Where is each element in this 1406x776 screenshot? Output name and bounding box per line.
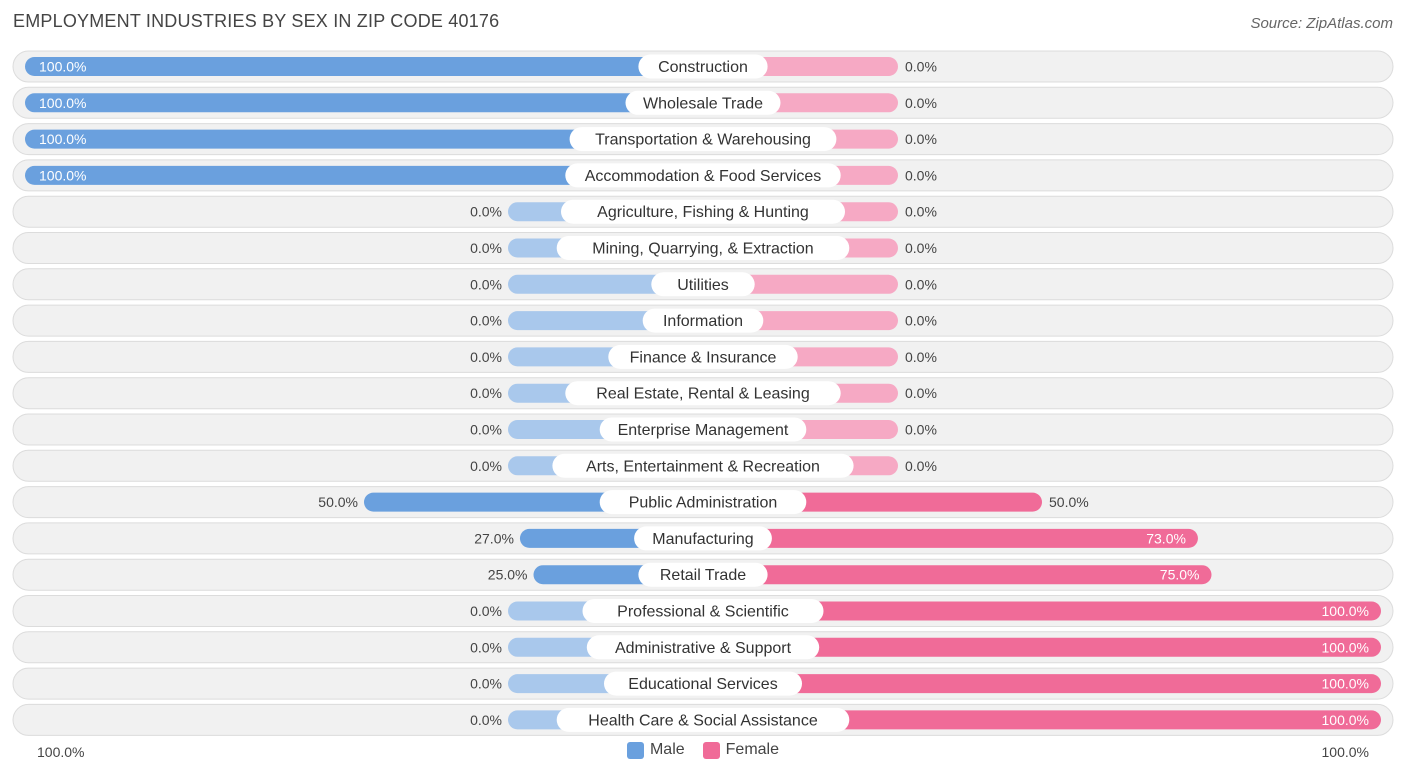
category-label-pill [565, 163, 841, 188]
male-bar [25, 165, 703, 185]
female-value-label: 0.0% [905, 276, 937, 292]
male-value-label: 0.0% [470, 385, 502, 401]
category-label: Public Administration [629, 495, 778, 512]
category-label-pill [638, 562, 768, 587]
female-bar [703, 528, 1198, 548]
male-value-label: 0.0% [470, 204, 502, 220]
category-label: Professional & Scientific [617, 604, 789, 621]
male-bar [25, 57, 703, 76]
female-value-label: 0.0% [905, 95, 937, 111]
category-label: Utilities [677, 277, 729, 294]
female-value-label: 100.0% [1322, 639, 1369, 655]
male-value-label: 50.0% [318, 494, 358, 510]
male-value-label: 0.0% [470, 676, 502, 692]
category-label-pill [565, 381, 841, 406]
legend: Male Female [0, 741, 1406, 759]
source-label: Source: ZipAtlas.com [1250, 15, 1393, 32]
category-label: Health Care & Social Assistance [588, 712, 818, 729]
male-value-label: 27.0% [474, 530, 514, 546]
male-value-label: 100.0% [39, 167, 86, 183]
category-label: Real Estate, Rental & Leasing [596, 386, 809, 403]
female-value-label: 0.0% [905, 204, 937, 220]
category-label: Accommodation & Food Services [585, 168, 822, 185]
legend-female-label: Female [725, 741, 780, 758]
female-swatch-icon [702, 741, 720, 759]
male-value-label: 0.0% [470, 276, 502, 292]
category-label-pill [561, 199, 845, 224]
category-label: Administrative & Support [615, 640, 792, 657]
category-label: Retail Trade [660, 567, 746, 584]
category-label-pill [586, 635, 820, 660]
male-value-label: 0.0% [470, 458, 502, 474]
male-value-label: 0.0% [470, 313, 502, 329]
female-value-label: 100.0% [1322, 603, 1369, 619]
category-label-pill [599, 490, 807, 515]
female-value-label: 100.0% [1322, 712, 1369, 728]
category-label: Arts, Entertainment & Recreation [586, 458, 820, 475]
female-value-label: 0.0% [905, 422, 937, 438]
female-bar [703, 565, 1212, 585]
category-label: Enterprise Management [618, 422, 789, 439]
legend-item-female: Female [702, 741, 780, 759]
category-label-pill [642, 308, 764, 333]
chart-title: EMPLOYMENT INDUSTRIES BY SEX IN ZIP CODE… [13, 11, 500, 31]
male-value-label: 100.0% [39, 95, 86, 111]
axis-right-label: 100.0% [1321, 744, 1369, 760]
category-label: Manufacturing [652, 531, 753, 548]
male-value-label: 0.0% [470, 603, 502, 619]
axis-left-label: 100.0% [37, 744, 85, 760]
category-label-pill [608, 344, 798, 369]
category-label-pill [556, 236, 850, 260]
category-label-pill [569, 127, 837, 152]
legend-item-male: Male [626, 741, 685, 759]
category-label: Agriculture, Fishing & Hunting [597, 204, 809, 221]
female-bar [703, 710, 1381, 730]
legend-male-label: Male [649, 741, 685, 758]
category-label: Transportation & Warehousing [595, 132, 811, 149]
male-value-label: 100.0% [39, 131, 86, 147]
category-label: Educational Services [628, 676, 777, 693]
male-value-label: 100.0% [39, 59, 86, 75]
female-value-label: 0.0% [905, 131, 937, 147]
male-swatch-icon [626, 741, 644, 759]
category-label-pill [651, 272, 755, 297]
category-label-pill [604, 671, 802, 696]
category-label-pill [556, 707, 850, 732]
female-value-label: 75.0% [1160, 567, 1200, 583]
chart-area: 100.0% 0.0% Construction 100.0% 0.0% Wholesal… [12, 50, 1394, 736]
female-bar [703, 674, 1381, 694]
female-bar [703, 601, 1381, 621]
female-value-label: 0.0% [905, 167, 937, 183]
female-value-label: 0.0% [905, 59, 937, 75]
female-value-label: 50.0% [1049, 494, 1089, 510]
male-value-label: 25.0% [488, 567, 528, 583]
male-bar [25, 93, 703, 113]
male-value-label: 0.0% [470, 349, 502, 365]
male-value-label: 0.0% [470, 240, 502, 256]
male-value-label: 0.0% [470, 712, 502, 728]
category-label-pill [552, 453, 854, 478]
female-value-label: 0.0% [905, 458, 937, 474]
category-label-pill [638, 54, 768, 79]
category-label: Finance & Insurance [630, 349, 777, 366]
category-label-pill [599, 417, 807, 442]
male-value-label: 0.0% [470, 422, 502, 438]
female-bar [703, 637, 1381, 657]
female-value-label: 73.0% [1146, 530, 1186, 546]
category-label-pill [625, 90, 781, 115]
female-value-label: 0.0% [905, 313, 937, 329]
male-value-label: 0.0% [470, 639, 502, 655]
category-label: Wholesale Trade [643, 95, 763, 112]
category-label: Construction [658, 59, 748, 76]
female-value-label: 0.0% [905, 385, 937, 401]
category-label: Information [663, 313, 743, 330]
female-value-label: 0.0% [905, 240, 937, 256]
female-value-label: 100.0% [1322, 676, 1369, 692]
female-value-label: 0.0% [905, 349, 937, 365]
male-bar [25, 129, 703, 149]
category-label-pill [582, 599, 824, 623]
category-label: Mining, Quarrying, & Extraction [592, 241, 813, 258]
category-label-pill [634, 526, 772, 551]
